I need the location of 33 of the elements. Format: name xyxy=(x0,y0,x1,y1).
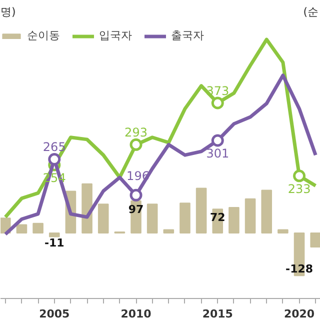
data-label: 293 xyxy=(124,126,148,140)
point xyxy=(48,152,61,166)
point xyxy=(211,134,224,147)
y2-axis-title: (순 xyxy=(303,6,319,18)
point xyxy=(130,188,142,202)
bar xyxy=(278,229,288,234)
data-label: -11 xyxy=(44,236,64,250)
bar xyxy=(163,229,174,234)
bar xyxy=(146,204,158,234)
x-tick-label: 2020 xyxy=(284,308,315,320)
bar xyxy=(180,202,190,234)
bar xyxy=(32,222,44,234)
legend-label: 출국자 xyxy=(171,28,204,43)
x-tick-label: 2015 xyxy=(202,308,233,320)
bar xyxy=(48,232,60,238)
legend-label: 입국자 xyxy=(99,28,132,43)
bar xyxy=(16,224,28,234)
bar xyxy=(196,188,207,234)
x-tick-label: 2005 xyxy=(39,308,70,320)
y-axis-title: 명) xyxy=(0,6,16,18)
bar xyxy=(244,198,256,234)
point xyxy=(130,138,142,151)
data-label: 301 xyxy=(206,146,230,160)
bar xyxy=(228,206,240,234)
x-tick-label: 2010 xyxy=(120,308,152,320)
point xyxy=(211,96,224,110)
legend-label: 순이동 xyxy=(27,28,60,43)
bar xyxy=(98,204,109,234)
bar xyxy=(261,190,272,234)
point xyxy=(293,170,306,182)
data-label: -128 xyxy=(286,262,314,276)
data-label: 233 xyxy=(288,182,311,196)
bar xyxy=(310,232,320,248)
